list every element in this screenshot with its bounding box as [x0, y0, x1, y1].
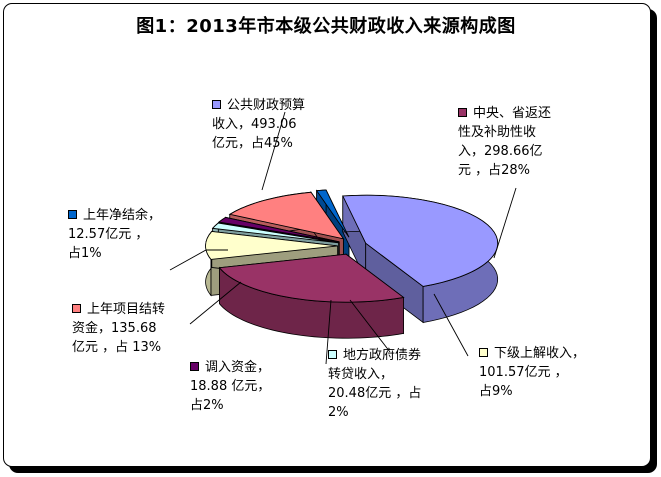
leader-line [433, 293, 469, 357]
label-text-line: 地方政府债券 [343, 348, 422, 363]
label-central-provincial-transfer: 中央、省返还 性及补助性收 入，298.66亿 元 ，占28% [458, 104, 551, 180]
pie-slice-6 [315, 189, 350, 238]
leader-line [189, 281, 242, 325]
label-text-line: 2% [328, 405, 349, 420]
label-text-line: 101.57亿元 ， [479, 365, 568, 380]
label-text-line: 18.88 亿元， [190, 379, 271, 394]
label-text-line: 性及补助性收 [458, 125, 537, 140]
label-lower-level-remittance: 下级上解收入， 101.57亿元 ， 占9% [479, 344, 585, 401]
label-text-line: 转贷收入， [328, 367, 394, 382]
pie-slice-0 [342, 194, 499, 287]
chart-title: 图1：2013年市本级公共财政收入来源构成图 [136, 16, 516, 37]
legend-swatch [190, 362, 199, 371]
leader-line [169, 249, 228, 271]
legend-swatch [479, 348, 488, 357]
label-prior-year-surplus: 上年净结余， 12.57亿元 ， 占1% [68, 206, 161, 263]
leader-line [349, 299, 391, 353]
label-text-line: 12.57亿元 ， [68, 227, 149, 242]
label-text-line: 上年净结余， [83, 208, 162, 223]
label-text-line: 元 ，占28% [458, 163, 531, 178]
label-text-line: 收入，493.06 [212, 117, 297, 132]
pie-slice-4 [217, 216, 340, 243]
label-text-line: 调入资金， [205, 360, 271, 375]
label-text-line: 公共财政预算 [227, 98, 306, 113]
leader-line [493, 187, 517, 259]
pie-slice-2 [205, 230, 338, 260]
legend-swatch [212, 100, 221, 109]
pie-slice-3 [211, 222, 339, 244]
legend-swatch [72, 304, 81, 313]
label-text-line: 占1% [68, 246, 102, 261]
label-public-budget-revenue: 公共财政预算 收入，493.06 亿元，占45% [212, 96, 305, 153]
label-text-line: 亿元 ，占 13% [72, 340, 162, 355]
label-text-line: 占2% [190, 398, 224, 413]
pie-slice-5 [228, 191, 345, 240]
pie-slice-1 [218, 253, 405, 303]
label-text-line: 入，298.66亿 [458, 144, 543, 159]
leader-line [325, 299, 332, 365]
label-text-line: 资金，135.68 [72, 321, 157, 336]
label-prior-year-carryover: 上年项目结转 资金，135.68 亿元 ，占 13% [72, 300, 165, 357]
label-text-line: 占9% [479, 384, 513, 399]
label-local-bond-revenue: 地方政府债券 转贷收入， 20.48亿元 ，占 2% [328, 346, 421, 422]
label-text-line: 20.48亿元 ，占 [328, 386, 422, 401]
label-text-line: 下级上解收入， [494, 346, 586, 361]
label-text-line: 中央、省返还 [473, 106, 552, 121]
leader-line [261, 111, 286, 191]
label-text-line: 亿元，占45% [212, 136, 293, 151]
label-text-line: 上年项目结转 [87, 302, 166, 317]
legend-swatch [328, 350, 337, 359]
legend-swatch [458, 108, 467, 117]
label-transferred-funds: 调入资金， 18.88 亿元， 占2% [190, 358, 270, 415]
legend-swatch [68, 210, 77, 219]
